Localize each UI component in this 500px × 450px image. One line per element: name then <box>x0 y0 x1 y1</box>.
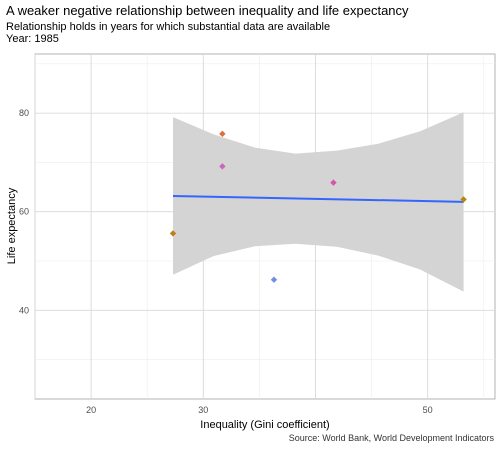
data-point <box>219 163 226 170</box>
x-axis-label: Inequality (Gini coefficient) <box>200 419 329 431</box>
data-point <box>330 179 337 186</box>
confidence-band <box>173 112 464 292</box>
y-tick-label: 40 <box>19 305 29 315</box>
year-label: Year: 1985 <box>6 33 59 45</box>
y-tick-label: 60 <box>19 207 29 217</box>
chart-title: A weaker negative relationship between i… <box>6 3 409 18</box>
y-axis-ticks: 40 60 80 <box>19 108 29 315</box>
x-axis-ticks: 20 30 50 <box>86 405 433 415</box>
confidence-band-group <box>173 112 464 292</box>
x-tick-label: 30 <box>198 405 208 415</box>
data-point <box>270 276 278 283</box>
data-point <box>460 196 467 203</box>
regression-line <box>172 194 464 203</box>
data-point <box>219 130 226 138</box>
y-tick-label: 80 <box>19 108 29 118</box>
smooth-line-group <box>172 194 464 203</box>
chart-subtitle: Relationship holds in years for which su… <box>6 21 331 33</box>
x-tick-label: 50 <box>423 405 433 415</box>
data-point <box>169 230 177 237</box>
data-points <box>169 130 467 283</box>
x-tick-label: 20 <box>86 405 96 415</box>
y-axis-label: Life expectancy <box>6 187 18 264</box>
source-caption: Source: World Bank, World Development In… <box>288 433 494 443</box>
